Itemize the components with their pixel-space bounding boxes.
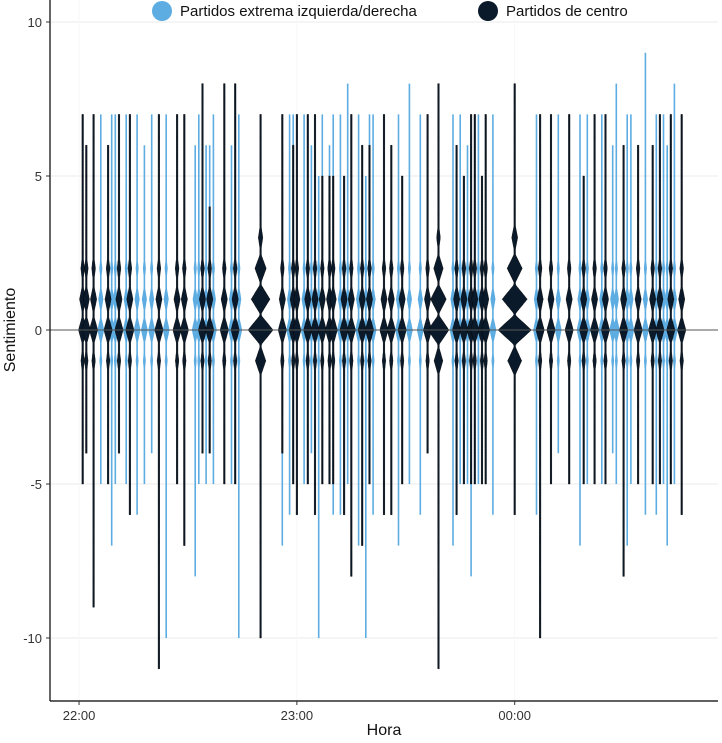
- x-axis-title: Hora: [367, 722, 402, 738]
- violin-extremos: [642, 52, 649, 515]
- violin-extremos: [652, 114, 660, 515]
- violin-extremos: [210, 114, 217, 485]
- violin-centro: [310, 114, 320, 515]
- violin-centro: [339, 175, 349, 515]
- violin-extremos: [344, 83, 352, 484]
- violin-centro: [154, 114, 164, 669]
- violin-centro: [655, 114, 665, 485]
- violin-centro: [648, 144, 658, 485]
- violin-centro: [470, 114, 480, 485]
- legend: Partidos extrema izquierda/derecha Parti…: [152, 1, 628, 21]
- violin-extremos: [464, 145, 471, 484]
- violin-centro: [357, 144, 367, 546]
- violin-centro: [564, 114, 574, 485]
- y-tick-label: -10: [23, 631, 42, 646]
- violin-centro: [247, 114, 274, 639]
- violin-extremos: [583, 114, 591, 485]
- violin-centro: [277, 114, 287, 454]
- violin-centro: [114, 114, 124, 454]
- violin-extremos: [191, 145, 199, 577]
- violin-centro: [379, 114, 389, 515]
- violin-centro: [89, 114, 99, 608]
- violin-extremos: [416, 114, 424, 515]
- x-tick-label: 00:00: [498, 708, 531, 723]
- violin-extremos: [195, 114, 203, 485]
- violin-extremos: [141, 145, 148, 484]
- violin-extremos: [362, 176, 370, 638]
- violin-extremos: [663, 145, 671, 546]
- violin-centro: [601, 114, 610, 485]
- y-tick-label: -5: [30, 477, 42, 492]
- violin-extremos: [133, 114, 141, 515]
- violin-centro: [172, 114, 182, 485]
- violin-centro: [219, 83, 229, 485]
- violin-centro: [303, 114, 313, 485]
- violin-centro: [481, 114, 491, 485]
- violin-centro: [666, 114, 676, 485]
- violin-centro: [497, 83, 532, 515]
- violin-extremos: [286, 114, 293, 515]
- violin-extremos: [235, 114, 243, 638]
- violin-extremos: [162, 114, 170, 638]
- violin-extremos: [475, 114, 482, 485]
- violin-centro: [346, 114, 356, 577]
- legend-swatch-centro: [478, 1, 498, 21]
- violin-extremos: [598, 114, 606, 485]
- violin-centro: [423, 114, 433, 454]
- violins: [78, 52, 687, 669]
- violin-extremos: [489, 114, 497, 515]
- violin-extremos: [97, 114, 105, 485]
- legend-swatch-extremos: [152, 1, 172, 21]
- violin-centro: [633, 144, 643, 485]
- legend-label-centro: Partidos de centro: [506, 3, 628, 20]
- violin-centro: [619, 144, 629, 577]
- violin-centro: [427, 83, 450, 669]
- violin-centro: [677, 114, 687, 515]
- x-tick-label: 22:00: [63, 708, 96, 723]
- violin-centro: [81, 144, 91, 454]
- axes: 10 5 0 -5 -10 22:00 23:00 00:00: [23, 0, 718, 723]
- violin-extremos: [315, 176, 323, 638]
- violin-centro: [466, 114, 476, 485]
- violin-centro: [230, 83, 240, 485]
- violin-extremos: [148, 114, 156, 454]
- violin-extremos: [612, 83, 620, 484]
- violin-extremos: [456, 114, 464, 485]
- legend-label-extremos: Partidos extrema izquierda/derecha: [180, 3, 417, 20]
- violin-extremos: [671, 83, 678, 484]
- violin-centro: [125, 114, 135, 515]
- violin-centro: [103, 144, 113, 485]
- violin-extremos: [228, 145, 235, 484]
- x-tick-label: 23:00: [281, 708, 314, 723]
- violin-extremos: [111, 114, 119, 485]
- violin-extremos: [627, 114, 635, 485]
- violin-extremos: [337, 114, 344, 515]
- violin-centro: [292, 114, 302, 515]
- violin-extremos: [308, 145, 315, 454]
- violin-centro: [288, 144, 298, 485]
- violin-centro: [535, 114, 545, 639]
- violin-extremos: [369, 114, 377, 515]
- violin-centro: [546, 114, 556, 485]
- violin-centro: [365, 144, 374, 485]
- violin-extremos: [202, 145, 210, 484]
- y-tick-label: 10: [28, 15, 42, 30]
- y-axis-title: Sentimiento: [2, 288, 19, 373]
- violin-extremos: [300, 114, 308, 485]
- violin-extremos: [609, 145, 617, 454]
- violin-extremos: [660, 114, 667, 485]
- y-tick-label: 5: [35, 169, 42, 184]
- violin-extremos: [406, 83, 413, 484]
- violin-extremos: [533, 114, 540, 515]
- violin-extremos: [554, 114, 562, 454]
- violin-centro: [590, 114, 600, 485]
- violin-extremos: [122, 114, 130, 485]
- y-tick-label: 0: [35, 323, 42, 338]
